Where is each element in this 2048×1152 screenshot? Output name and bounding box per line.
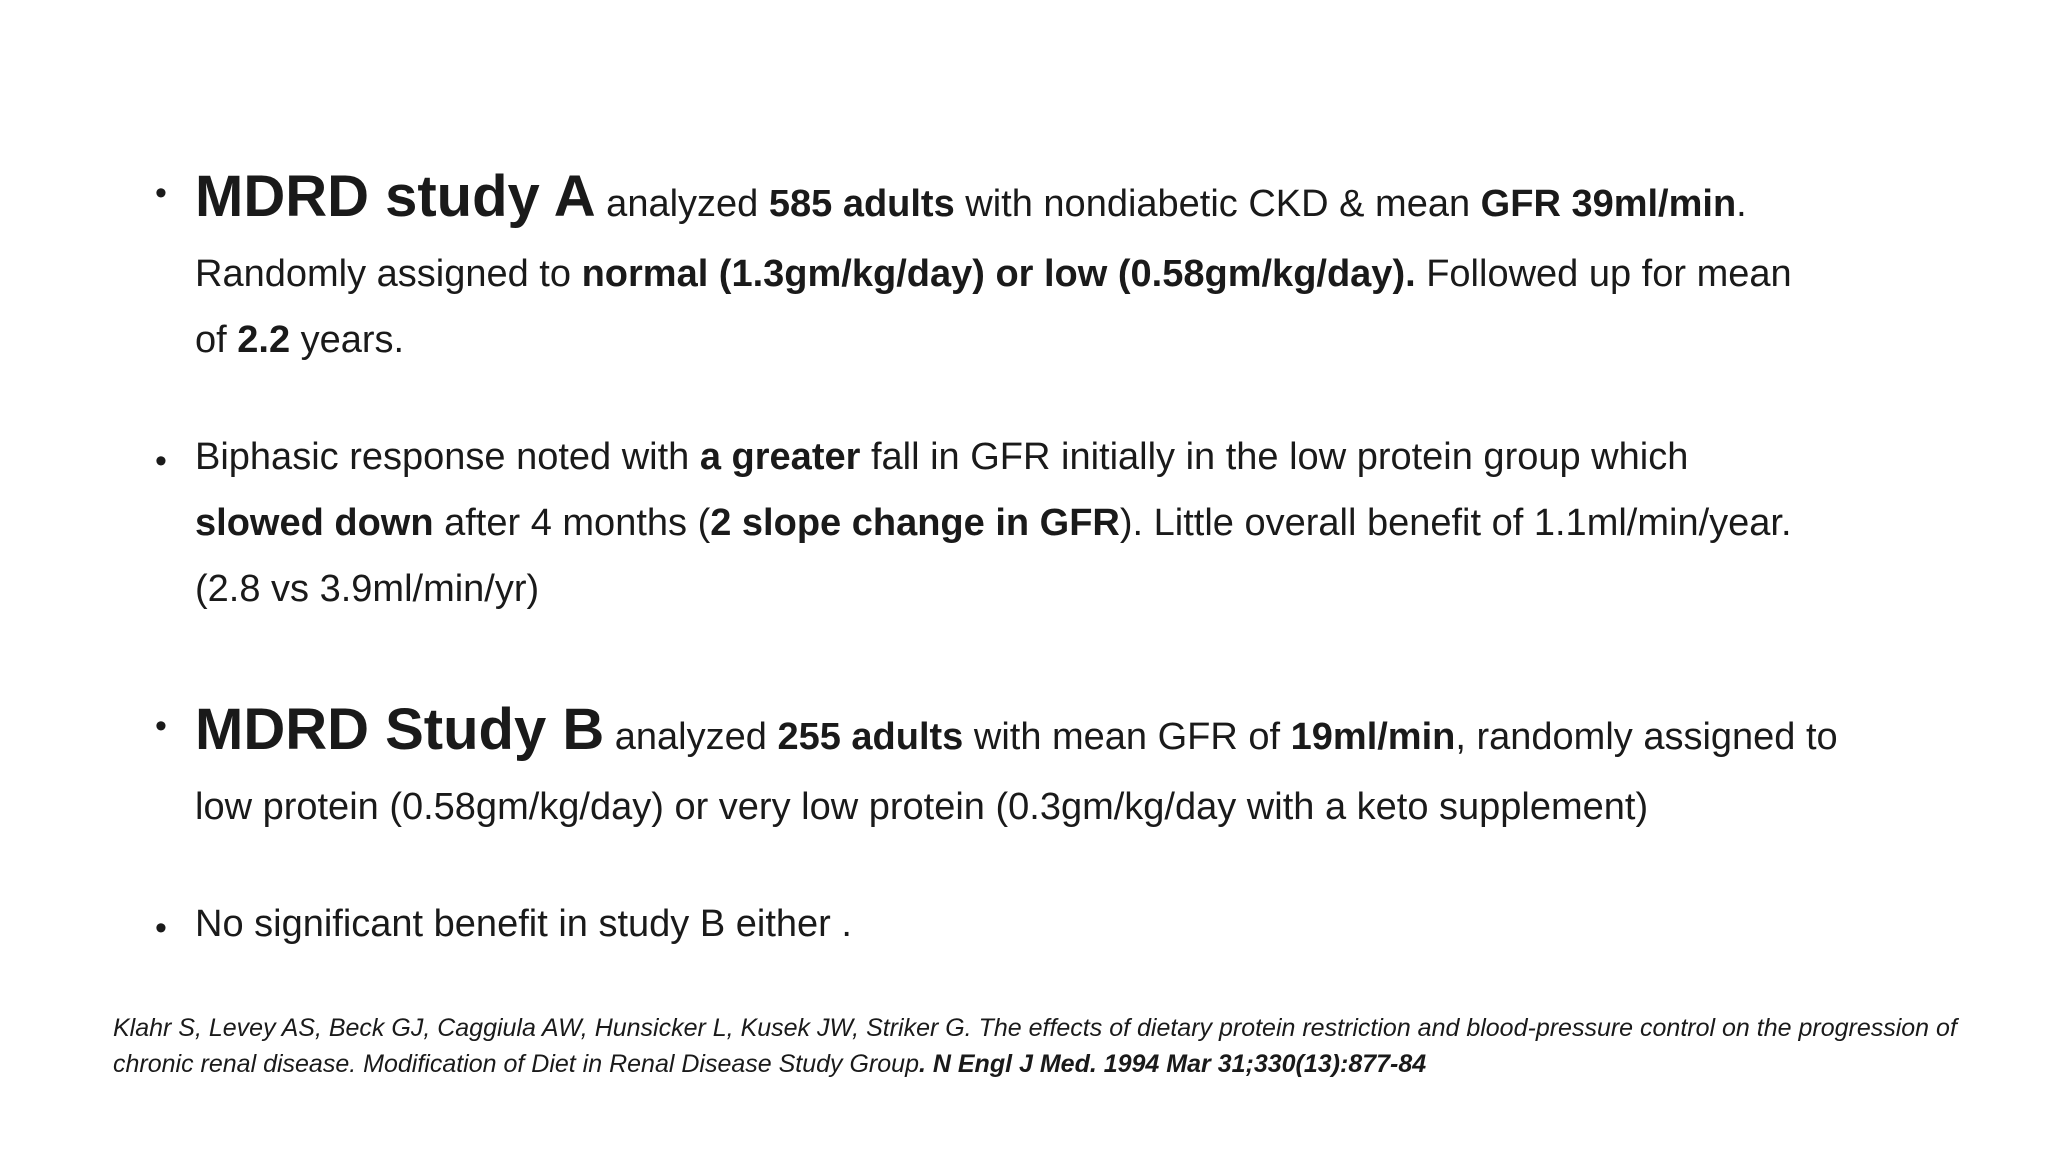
line: MDRD Study B analyzed 255 adults with me…: [195, 697, 1838, 762]
citation-source: . N Engl J Med. 1994 Mar 31;330(13):877-…: [918, 1050, 1427, 1078]
bullet-text: No significant benefit in study B either…: [195, 891, 1955, 957]
line: No significant benefit in study B either…: [195, 903, 852, 945]
bullet-text: MDRD study A analyzed 585 adults with no…: [195, 160, 1955, 373]
line: low protein (0.58gm/kg/day) or very low …: [195, 786, 1649, 828]
bullet-dot: •: [155, 707, 167, 745]
citation: Klahr S, Levey AS, Beck GJ, Caggiula AW,…: [113, 1010, 1993, 1082]
heading-study-a: MDRD study A: [195, 164, 596, 229]
heading-study-b: MDRD Study B: [195, 697, 605, 762]
citation-text: Klahr S, Levey AS, Beck GJ, Caggiula AW,…: [113, 1014, 1957, 1078]
line: (2.8 vs 3.9ml/min/yr): [195, 568, 540, 610]
bullet-dot: •: [155, 174, 167, 212]
bullet-text: MDRD Study B analyzed 255 adults with me…: [195, 693, 1955, 840]
line: slowed down after 4 months (2 slope chan…: [195, 502, 1792, 544]
line: MDRD study A analyzed 585 adults with no…: [195, 164, 1747, 229]
line: Randomly assigned to normal (1.3gm/kg/da…: [195, 253, 1792, 295]
line: Biphasic response noted with a greater f…: [195, 436, 1689, 478]
bullet-dot: •: [155, 442, 167, 480]
bullet-dot: •: [155, 909, 167, 947]
bullet-text: Biphasic response noted with a greater f…: [195, 424, 1955, 622]
line: of 2.2 years.: [195, 319, 405, 361]
